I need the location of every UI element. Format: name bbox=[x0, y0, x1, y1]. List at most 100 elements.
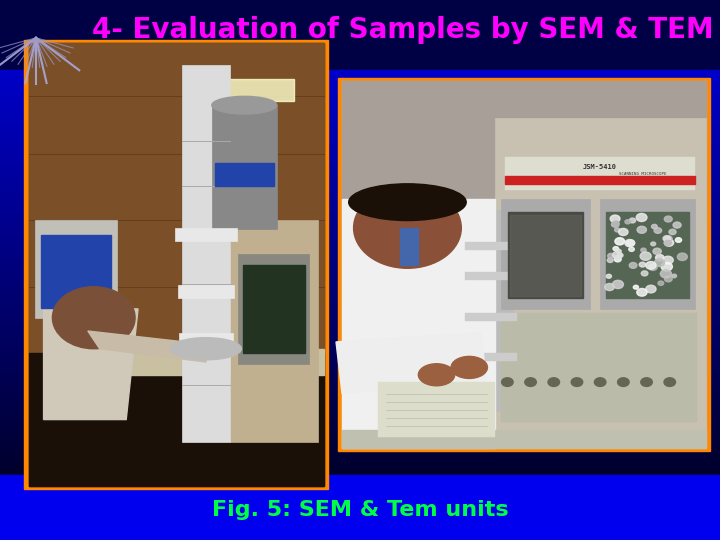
Bar bbox=[0, 367, 720, 372]
Circle shape bbox=[660, 269, 671, 278]
Bar bbox=[0, 465, 720, 470]
Bar bbox=[0, 335, 720, 341]
Bar bbox=[465, 353, 517, 361]
Bar bbox=[0, 460, 720, 465]
Circle shape bbox=[616, 249, 621, 253]
Bar bbox=[0, 325, 720, 330]
Circle shape bbox=[637, 226, 647, 233]
Bar bbox=[465, 313, 517, 321]
Bar bbox=[505, 157, 695, 191]
Bar bbox=[0, 226, 720, 231]
Circle shape bbox=[606, 274, 611, 278]
Bar bbox=[0, 153, 720, 159]
Bar bbox=[342, 81, 706, 448]
Bar bbox=[0, 268, 720, 273]
Bar bbox=[243, 265, 305, 353]
Bar bbox=[0, 174, 720, 179]
Circle shape bbox=[634, 285, 639, 289]
Circle shape bbox=[626, 240, 635, 246]
Text: SCANNING MICROSCOPE: SCANNING MICROSCOPE bbox=[618, 172, 666, 176]
Circle shape bbox=[595, 378, 606, 387]
Bar bbox=[29, 43, 324, 353]
Circle shape bbox=[607, 258, 613, 262]
Bar bbox=[465, 272, 517, 280]
Circle shape bbox=[605, 284, 614, 291]
Bar bbox=[0, 372, 720, 377]
Circle shape bbox=[525, 378, 536, 387]
Circle shape bbox=[640, 252, 651, 260]
Bar bbox=[505, 176, 695, 184]
Bar bbox=[0, 304, 720, 309]
Bar bbox=[0, 434, 720, 439]
Circle shape bbox=[665, 236, 672, 241]
Bar bbox=[0, 91, 720, 96]
Bar bbox=[0, 221, 720, 226]
Circle shape bbox=[651, 242, 656, 246]
Bar bbox=[0, 258, 720, 262]
Bar bbox=[0, 450, 720, 455]
Bar bbox=[0, 102, 720, 106]
Circle shape bbox=[678, 253, 688, 260]
Bar bbox=[336, 333, 487, 393]
Bar bbox=[0, 408, 720, 413]
Circle shape bbox=[548, 378, 559, 387]
Bar bbox=[238, 254, 309, 364]
Bar bbox=[0, 86, 720, 91]
Bar bbox=[0, 429, 720, 434]
Circle shape bbox=[53, 287, 135, 349]
Circle shape bbox=[629, 247, 634, 252]
Bar bbox=[0, 403, 720, 408]
Circle shape bbox=[613, 280, 624, 288]
Bar bbox=[342, 430, 706, 448]
Circle shape bbox=[654, 259, 665, 266]
Bar bbox=[0, 252, 720, 257]
Ellipse shape bbox=[451, 356, 487, 379]
Circle shape bbox=[625, 240, 634, 247]
Bar bbox=[0, 361, 720, 367]
Circle shape bbox=[641, 378, 652, 387]
Bar bbox=[0, 470, 720, 476]
Circle shape bbox=[618, 378, 629, 387]
Bar bbox=[0, 340, 720, 346]
Bar bbox=[179, 334, 233, 347]
Bar bbox=[0, 185, 720, 190]
Bar bbox=[0, 0, 720, 70]
Bar bbox=[0, 377, 720, 382]
Bar bbox=[0, 444, 720, 450]
Bar bbox=[501, 313, 697, 422]
Circle shape bbox=[642, 271, 648, 276]
Bar bbox=[0, 330, 720, 335]
Circle shape bbox=[665, 240, 671, 246]
Bar bbox=[102, 349, 324, 375]
Circle shape bbox=[615, 228, 620, 232]
Bar bbox=[342, 81, 706, 375]
Circle shape bbox=[663, 236, 670, 241]
Bar bbox=[178, 285, 234, 298]
Bar bbox=[0, 138, 720, 143]
Bar bbox=[0, 273, 720, 278]
Bar bbox=[0, 80, 720, 86]
Bar bbox=[192, 79, 294, 101]
Circle shape bbox=[654, 228, 662, 233]
Ellipse shape bbox=[212, 96, 276, 114]
Circle shape bbox=[669, 230, 676, 234]
Ellipse shape bbox=[348, 184, 467, 220]
Bar bbox=[182, 65, 230, 442]
Bar bbox=[24, 40, 328, 489]
Bar bbox=[0, 112, 720, 117]
Circle shape bbox=[658, 281, 664, 285]
Bar bbox=[0, 190, 720, 195]
Circle shape bbox=[629, 262, 637, 268]
Bar bbox=[0, 106, 720, 112]
Bar bbox=[600, 199, 695, 309]
Bar bbox=[0, 314, 720, 320]
Text: Fig. 5: SEM & Tem units: Fig. 5: SEM & Tem units bbox=[212, 500, 508, 521]
Circle shape bbox=[608, 253, 614, 259]
Bar bbox=[469, 210, 513, 411]
Circle shape bbox=[502, 378, 513, 387]
Bar bbox=[212, 105, 276, 229]
Polygon shape bbox=[44, 309, 138, 420]
Bar bbox=[29, 353, 324, 486]
Bar bbox=[338, 78, 710, 451]
Circle shape bbox=[613, 247, 618, 251]
